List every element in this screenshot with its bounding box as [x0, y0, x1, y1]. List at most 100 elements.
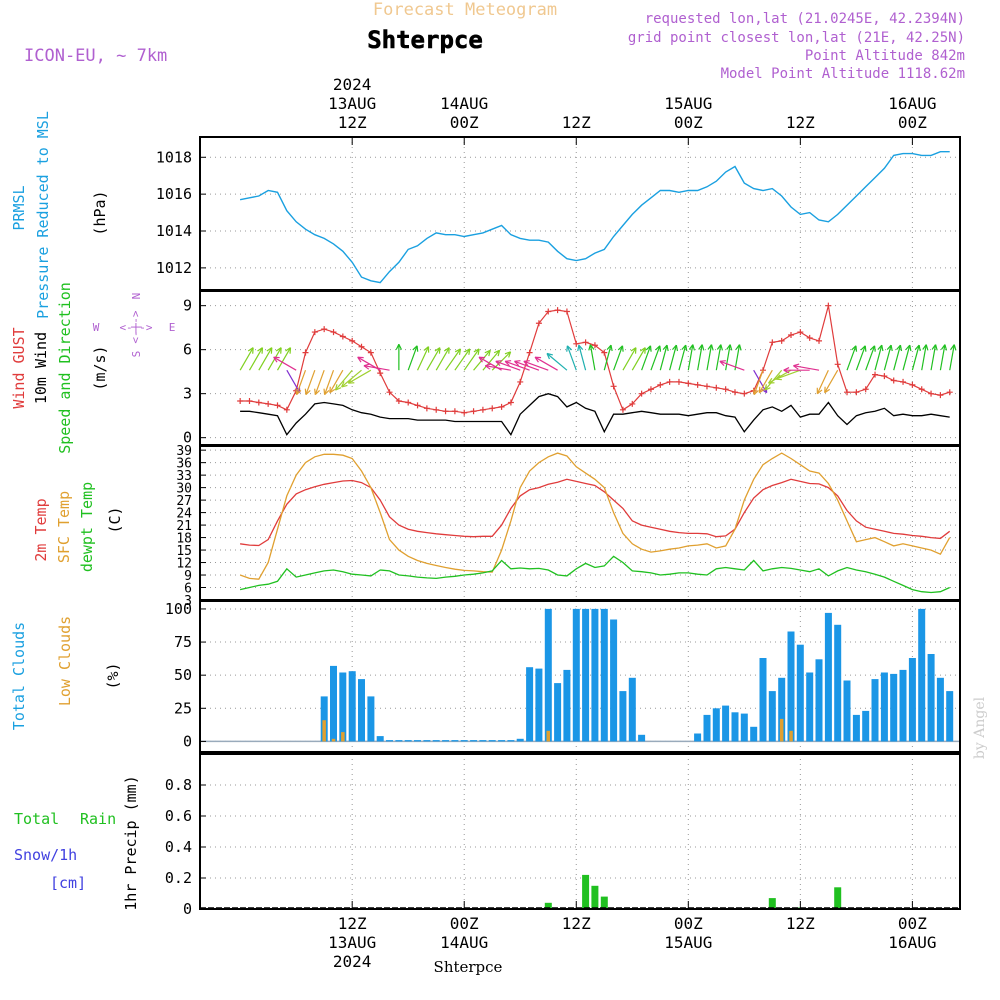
wind-arrow-head [606, 344, 613, 352]
wind-gust-marker [367, 349, 374, 356]
wind-direction-arrow [650, 345, 662, 371]
wind-gust-marker [601, 349, 608, 356]
wind-gust-marker [825, 302, 832, 309]
wind-arrow-shaft [939, 344, 946, 371]
wind-gust-marker [386, 389, 393, 396]
time-label: 12Z [338, 113, 367, 132]
wind-gust-marker [619, 406, 626, 413]
precip-total-label: Total [14, 810, 59, 828]
total-cloud-bar [824, 612, 832, 742]
wind-arrow-head [341, 381, 348, 388]
wind-arrow-shaft [426, 347, 441, 371]
total-cloud-bar [544, 608, 552, 742]
y-tick-label: 18 [176, 532, 192, 547]
wind-arrow-head [257, 347, 264, 354]
wind-arrow-shaft [463, 348, 480, 371]
wind-arrow-shaft [445, 348, 461, 371]
total-cloud-bar [479, 740, 487, 742]
wind-direction-arrow [669, 344, 679, 371]
wind-direction-arrow [329, 369, 344, 394]
wind-direction-arrow [783, 367, 810, 374]
y-tick-label: 1012 [156, 259, 192, 277]
wind-arrow-shaft [865, 345, 876, 371]
total-cloud-bar [712, 708, 720, 742]
wind-gust-marker [890, 377, 897, 384]
low-cloud-bar [322, 720, 326, 742]
wind-arrow-shaft [775, 369, 801, 380]
wind-gust-marker [554, 307, 561, 314]
total-cloud-bar [815, 659, 823, 742]
wind-arrow-head [655, 345, 662, 352]
wind-arrow-shaft [846, 345, 857, 371]
wind-gust-marker [339, 333, 346, 340]
total-cloud-bar [320, 696, 328, 742]
wind-arrow-shaft [495, 360, 521, 371]
data-layer [200, 150, 960, 910]
wind-direction-arrow [725, 344, 733, 371]
total-cloud-bar [722, 705, 730, 742]
wind-direction-arrow [239, 347, 254, 371]
low-cloud-bar [546, 730, 550, 742]
wind-gust-marker [517, 378, 524, 385]
wind-arrow-shaft [324, 369, 335, 395]
y-tick-label: 0.2 [165, 869, 192, 887]
wind-arrow-head [940, 344, 948, 351]
rain-bar [582, 874, 590, 909]
y-tick-label: 25 [174, 699, 192, 717]
clouds-panel-frame [199, 600, 961, 753]
total-cloud-bar [526, 667, 534, 742]
wind-arrow-head [681, 344, 688, 352]
time-label: 12Z [786, 113, 815, 132]
wind-gust-marker [797, 329, 804, 336]
wind-gust-marker [470, 408, 477, 415]
total-cloud-bar [759, 658, 767, 742]
total-cloud-bar [554, 683, 562, 742]
total-cloud-bar [908, 658, 916, 742]
wind-arrow-head [395, 343, 403, 350]
wind-gust-marker [405, 399, 412, 406]
total-cloud-bar [535, 668, 543, 742]
wind-arrow-head [478, 356, 486, 363]
wind-arrow-shaft [485, 365, 512, 371]
wind-arrow-head [886, 344, 893, 352]
total-cloud-bar [768, 691, 776, 742]
wind-arrow-head [726, 344, 733, 351]
pressure-unit-label: (hPa) [91, 190, 109, 235]
wind-arrow-head [566, 345, 573, 352]
compass-north: N [130, 293, 143, 300]
total-cloud-bar [740, 713, 748, 742]
time-label: 13AUG [328, 933, 376, 952]
wind-arrow-head [719, 360, 726, 367]
time-label: 16AUG [888, 94, 936, 113]
wind-arrow-head [775, 374, 782, 381]
total-cloud-bar [638, 734, 646, 742]
wind-direction-arrow [939, 344, 948, 371]
wind-direction-arrow [687, 344, 696, 371]
wind-arrow-shaft [296, 369, 307, 395]
wind-arrow-head [443, 347, 450, 354]
wind-arrow-shaft [793, 365, 820, 371]
wind-arrow-head [816, 387, 823, 395]
wind-arrow-head [363, 363, 370, 370]
wind-arrow-head [514, 360, 521, 367]
wind-gust-marker [498, 403, 505, 410]
wind-arrow-head [275, 347, 282, 354]
wind-arrow-shaft [504, 360, 530, 371]
wind-gust-marker [507, 399, 514, 406]
wind-gust-marker [610, 383, 617, 390]
meteogram-subtitle: Forecast Meteogram [373, 0, 557, 20]
wind-direction-arrow [758, 369, 773, 394]
total-cloud-bar [871, 679, 879, 742]
wind-direction-arrow [276, 347, 292, 371]
temp-sfc-line [239, 452, 951, 580]
total-cloud-bar [731, 712, 739, 742]
wind-speed-line [240, 393, 950, 437]
wind-direction-arrow [846, 345, 858, 371]
total-cloud-bar [432, 740, 440, 742]
wind-direction-arrow [258, 347, 273, 371]
wind-direction-arrow [641, 345, 652, 371]
total-cloud-bar [927, 654, 935, 742]
time-label: 2024 [333, 75, 372, 94]
pressure-line [239, 150, 950, 284]
temp-sfc-label: SFC Temp [55, 491, 73, 563]
